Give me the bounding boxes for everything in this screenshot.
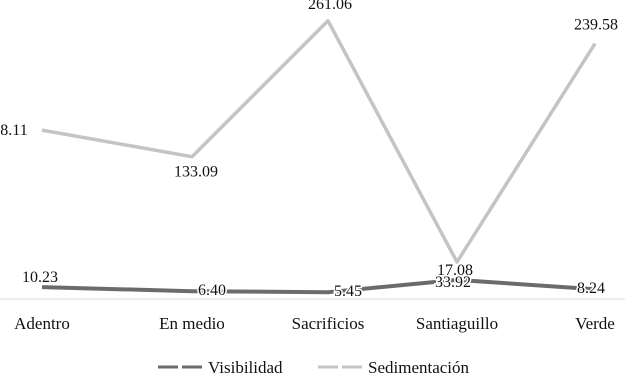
x-tick-label-3: Santiaguillo bbox=[416, 314, 498, 333]
data-label-visibilidad-0: 10.23 bbox=[22, 269, 58, 286]
data-label-sedimentacion-4: 239.58 bbox=[574, 17, 618, 34]
data-label-visibilidad-2: 5.45 bbox=[334, 283, 362, 300]
data-label-sedimentacion-3: 33.92 bbox=[435, 274, 471, 291]
data-label-visibilidad-1: 6.40 bbox=[198, 282, 226, 299]
x-tick-label-0: Adentro bbox=[14, 314, 70, 333]
data-label-sedimentacion-1: 133.09 bbox=[174, 164, 218, 181]
series-line-visibilidad bbox=[41, 277, 596, 295]
data-labels: 10.23 6.40 5.45 17.08 8.24 158.11 133.09 261.06… bbox=[0, 0, 620, 302]
series-line-sedimentacion bbox=[41, 19, 597, 264]
legend-label-visibilidad: Visibilidad bbox=[208, 358, 283, 377]
x-tick-label-2: Sacrificios bbox=[292, 314, 365, 333]
series-layer bbox=[41, 19, 597, 295]
legend: Visibilidad Sedimentación bbox=[158, 358, 470, 377]
x-axis-ticks: Adentro En medio Sacrificios Santiaguillo Ve… bbox=[14, 314, 615, 333]
data-label-visibilidad-4: 8.24 bbox=[577, 280, 605, 297]
x-tick-label-1: En medio bbox=[159, 314, 225, 333]
data-label-visibilidad-3: 17.08 bbox=[437, 262, 473, 279]
x-tick-label-4: Verde bbox=[575, 314, 615, 333]
legend-label-sedimentacion: Sedimentación bbox=[368, 358, 470, 377]
data-label-sedimentacion-2: 261.06 bbox=[308, 0, 352, 13]
data-label-sedimentacion-0: 158.11 bbox=[0, 122, 28, 139]
